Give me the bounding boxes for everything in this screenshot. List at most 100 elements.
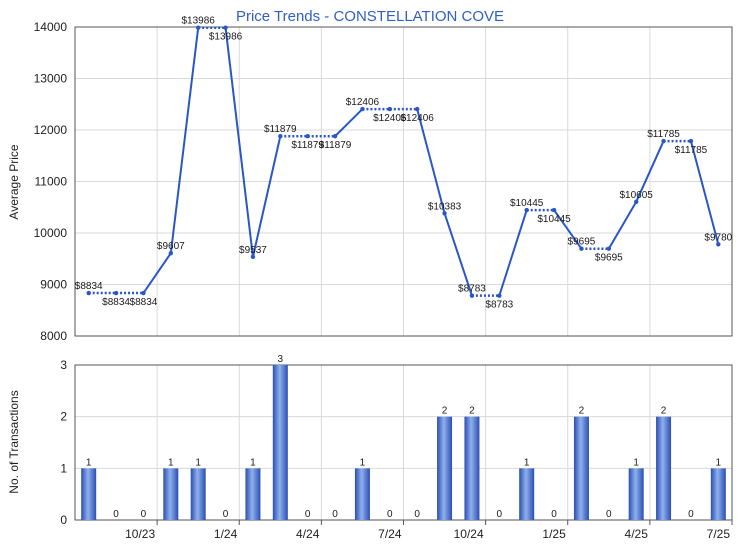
transactions-axis-label: No. of Transactions <box>7 390 21 493</box>
x-tick-label: 7/25 <box>707 527 731 541</box>
price-line-segment <box>224 27 254 257</box>
transaction-count-label: 0 <box>141 509 147 520</box>
transaction-count-label: 2 <box>661 406 667 417</box>
price-point <box>113 290 119 296</box>
price-point <box>332 134 338 139</box>
price-point <box>524 207 529 213</box>
transactions-tick-label: 2 <box>60 410 67 424</box>
transaction-bar <box>354 468 370 520</box>
transaction-count-label: 1 <box>524 457 530 468</box>
price-data-label: $11879 <box>319 140 352 151</box>
price-data-label: $8783 <box>458 284 486 295</box>
transactions-tick-label: 0 <box>60 513 67 527</box>
chart-title: Price Trends - CONSTELLATION COVE <box>236 8 504 25</box>
price-line-segment <box>142 252 172 294</box>
price-line-segment <box>635 140 665 203</box>
price-data-label: $12406 <box>373 113 407 124</box>
price-data-label: $11785 <box>647 129 680 140</box>
transaction-bar <box>710 468 726 520</box>
transaction-count-label: 1 <box>168 457 174 468</box>
price-data-label: $9695 <box>568 237 596 248</box>
price-line-segment <box>416 108 446 214</box>
price-line-segment <box>498 209 528 296</box>
transactions-tick-label: 1 <box>60 461 67 475</box>
transaction-count-label: 0 <box>688 509 694 520</box>
price-point <box>223 25 228 30</box>
price-line-segment <box>334 108 364 137</box>
price-point <box>86 290 91 296</box>
price-line-segment <box>607 201 638 250</box>
transactions-tick-label: 3 <box>60 358 67 372</box>
transaction-count-label: 0 <box>113 509 119 520</box>
transaction-bar <box>81 468 97 520</box>
price-point <box>716 242 721 247</box>
price-tick-label: 12000 <box>34 123 68 137</box>
transaction-count-label: 0 <box>497 509 503 520</box>
price-data-label: $11879 <box>264 124 297 135</box>
price-data-label: $12406 <box>401 113 435 124</box>
price-data-label: $10445 <box>537 214 571 225</box>
x-tick-label: 1/25 <box>542 527 566 541</box>
transaction-count-label: 0 <box>387 509 393 520</box>
price-data-label: $10445 <box>510 198 544 209</box>
transaction-count-label: 2 <box>469 406 475 417</box>
transaction-count-label: 3 <box>278 354 284 365</box>
price-tick-label: 11000 <box>35 175 68 189</box>
transaction-count-label: 0 <box>606 509 612 520</box>
price-point <box>633 199 639 205</box>
price-point <box>579 246 584 251</box>
transaction-bar <box>464 416 480 520</box>
price-point <box>606 246 612 251</box>
price-point <box>551 207 557 213</box>
transaction-bar <box>245 468 261 520</box>
price-data-label: $12406 <box>346 97 380 108</box>
transaction-count-label: 1 <box>195 457 201 468</box>
price-point <box>414 106 420 112</box>
transaction-count-label: 1 <box>86 457 92 468</box>
price-point <box>469 293 475 298</box>
price-point <box>360 106 365 112</box>
price-panel: 800090001000011000120001300014000$8834$8… <box>34 16 733 343</box>
price-data-label: $9780 <box>704 232 732 243</box>
transactions-panel: 0 1 2 3 10/23 1/24 4/24 7/24 10/24 1/25 4/25 7/25 1 0… <box>60 354 733 541</box>
price-point <box>278 134 283 139</box>
price-tick-label: 8000 <box>40 329 67 343</box>
price-data-label: $9607 <box>157 241 185 252</box>
x-tick-label: 1/24 <box>214 527 238 541</box>
price-tick-label: 10000 <box>34 226 68 240</box>
price-data-label: $10605 <box>620 190 654 201</box>
price-point <box>497 293 502 298</box>
price-data-label: $8834 <box>130 297 158 308</box>
price-data-label: $10383 <box>428 201 462 212</box>
transaction-bar <box>272 365 288 520</box>
price-point <box>250 254 256 260</box>
price-data-label: $9695 <box>595 253 623 264</box>
price-data-label: $11879 <box>291 140 324 151</box>
price-line-segment <box>169 27 200 254</box>
transaction-count-label: 2 <box>442 406 448 417</box>
price-point <box>141 290 146 296</box>
price-data-label: $8834 <box>102 297 130 308</box>
transaction-count-label: 1 <box>360 457 366 468</box>
transaction-count-label: 0 <box>305 509 311 520</box>
transaction-count-label: 0 <box>332 509 338 520</box>
price-axis-label: Average Price <box>7 144 21 219</box>
x-tick-label: 7/24 <box>378 527 402 541</box>
transaction-count-label: 1 <box>633 457 639 468</box>
transaction-bar <box>190 468 206 520</box>
price-point <box>661 138 666 144</box>
x-tick-label: 10/23 <box>125 527 155 541</box>
transaction-count-label: 2 <box>579 406 585 417</box>
price-tick-label: 9000 <box>40 278 67 292</box>
price-tick-label: 14000 <box>34 20 68 34</box>
price-point <box>688 138 694 144</box>
price-line-segment <box>553 209 583 250</box>
price-data-label: $9537 <box>239 245 267 256</box>
price-line-segment <box>251 136 282 258</box>
x-tick-label: 10/24 <box>454 527 484 541</box>
transaction-bar <box>656 416 672 520</box>
x-tick-label: 4/25 <box>625 527 649 541</box>
price-data-label: $13986 <box>209 32 243 43</box>
price-data-label: $11785 <box>675 145 708 156</box>
